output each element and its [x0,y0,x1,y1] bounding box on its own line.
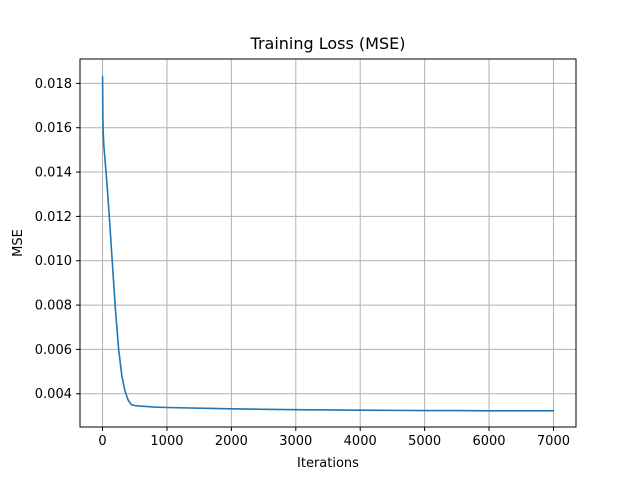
x-tick-label-6: 6000 [472,434,505,449]
x-tick-label-2: 2000 [215,434,248,449]
y-tick-label-6: 0.016 [35,121,72,136]
y-axis-label: MSE [11,229,26,257]
chart-title: Training Loss (MSE) [250,34,406,53]
series-line-0 [101,75,555,412]
y-tick-label-3: 0.010 [35,254,72,269]
y-tick-label-5: 0.014 [35,166,72,181]
series-layer [101,75,555,412]
x-tick-label-7: 7000 [537,434,570,449]
y-tick-label-0: 0.004 [35,387,72,402]
y-tick-label-7: 0.018 [35,77,72,92]
y-axis-ticks: 0.004 0.006 0.008 0.010 0.012 0.014 0.016 0.018 [35,77,80,402]
x-axis-ticks: 0 1000 2000 3000 4000 5000 6000 7000 [98,427,570,449]
x-axis-label: Iterations [297,456,359,471]
x-tick-label-4: 4000 [344,434,377,449]
grid [80,59,576,427]
y-tick-label-2: 0.008 [35,299,72,314]
y-tick-label-1: 0.006 [35,343,72,358]
x-tick-label-1: 1000 [150,434,183,449]
x-tick-label-3: 3000 [279,434,312,449]
axes-frame [79,58,577,428]
axes [79,58,577,428]
x-tick-label-0: 0 [98,434,106,449]
y-tick-label-4: 0.012 [35,210,72,225]
x-tick-label-5: 5000 [408,434,441,449]
